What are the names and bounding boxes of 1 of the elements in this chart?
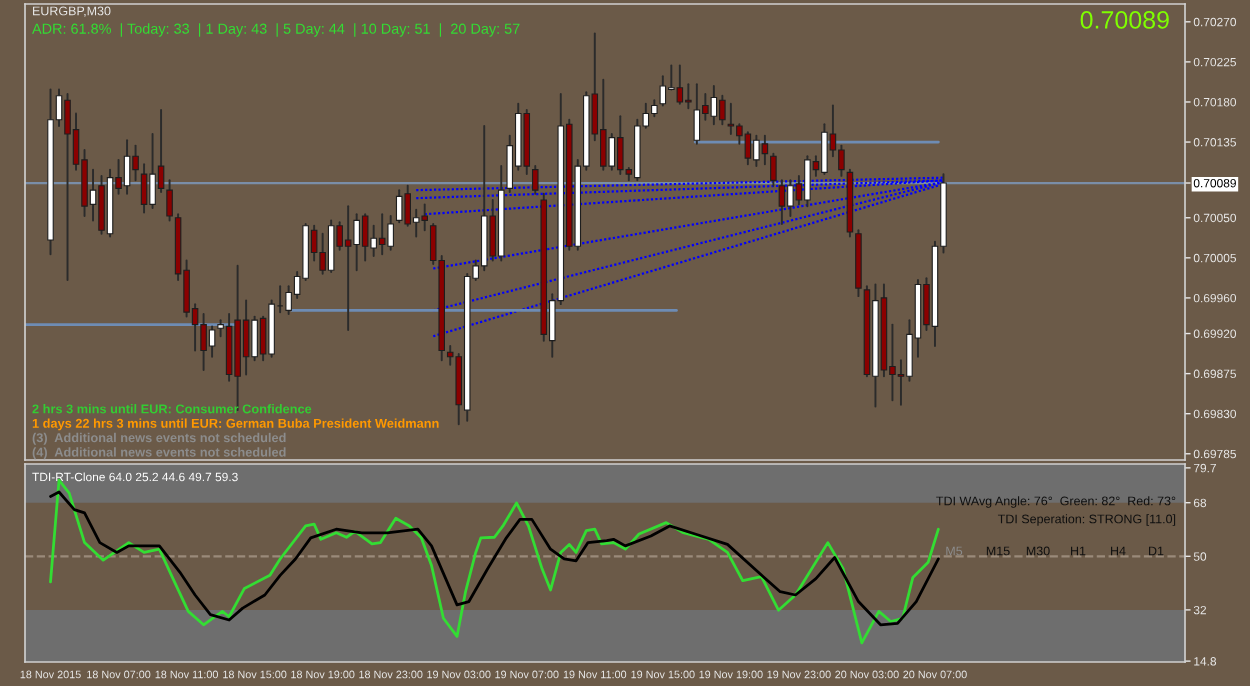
annotation: 0.70089 bbox=[1080, 11, 1169, 29]
